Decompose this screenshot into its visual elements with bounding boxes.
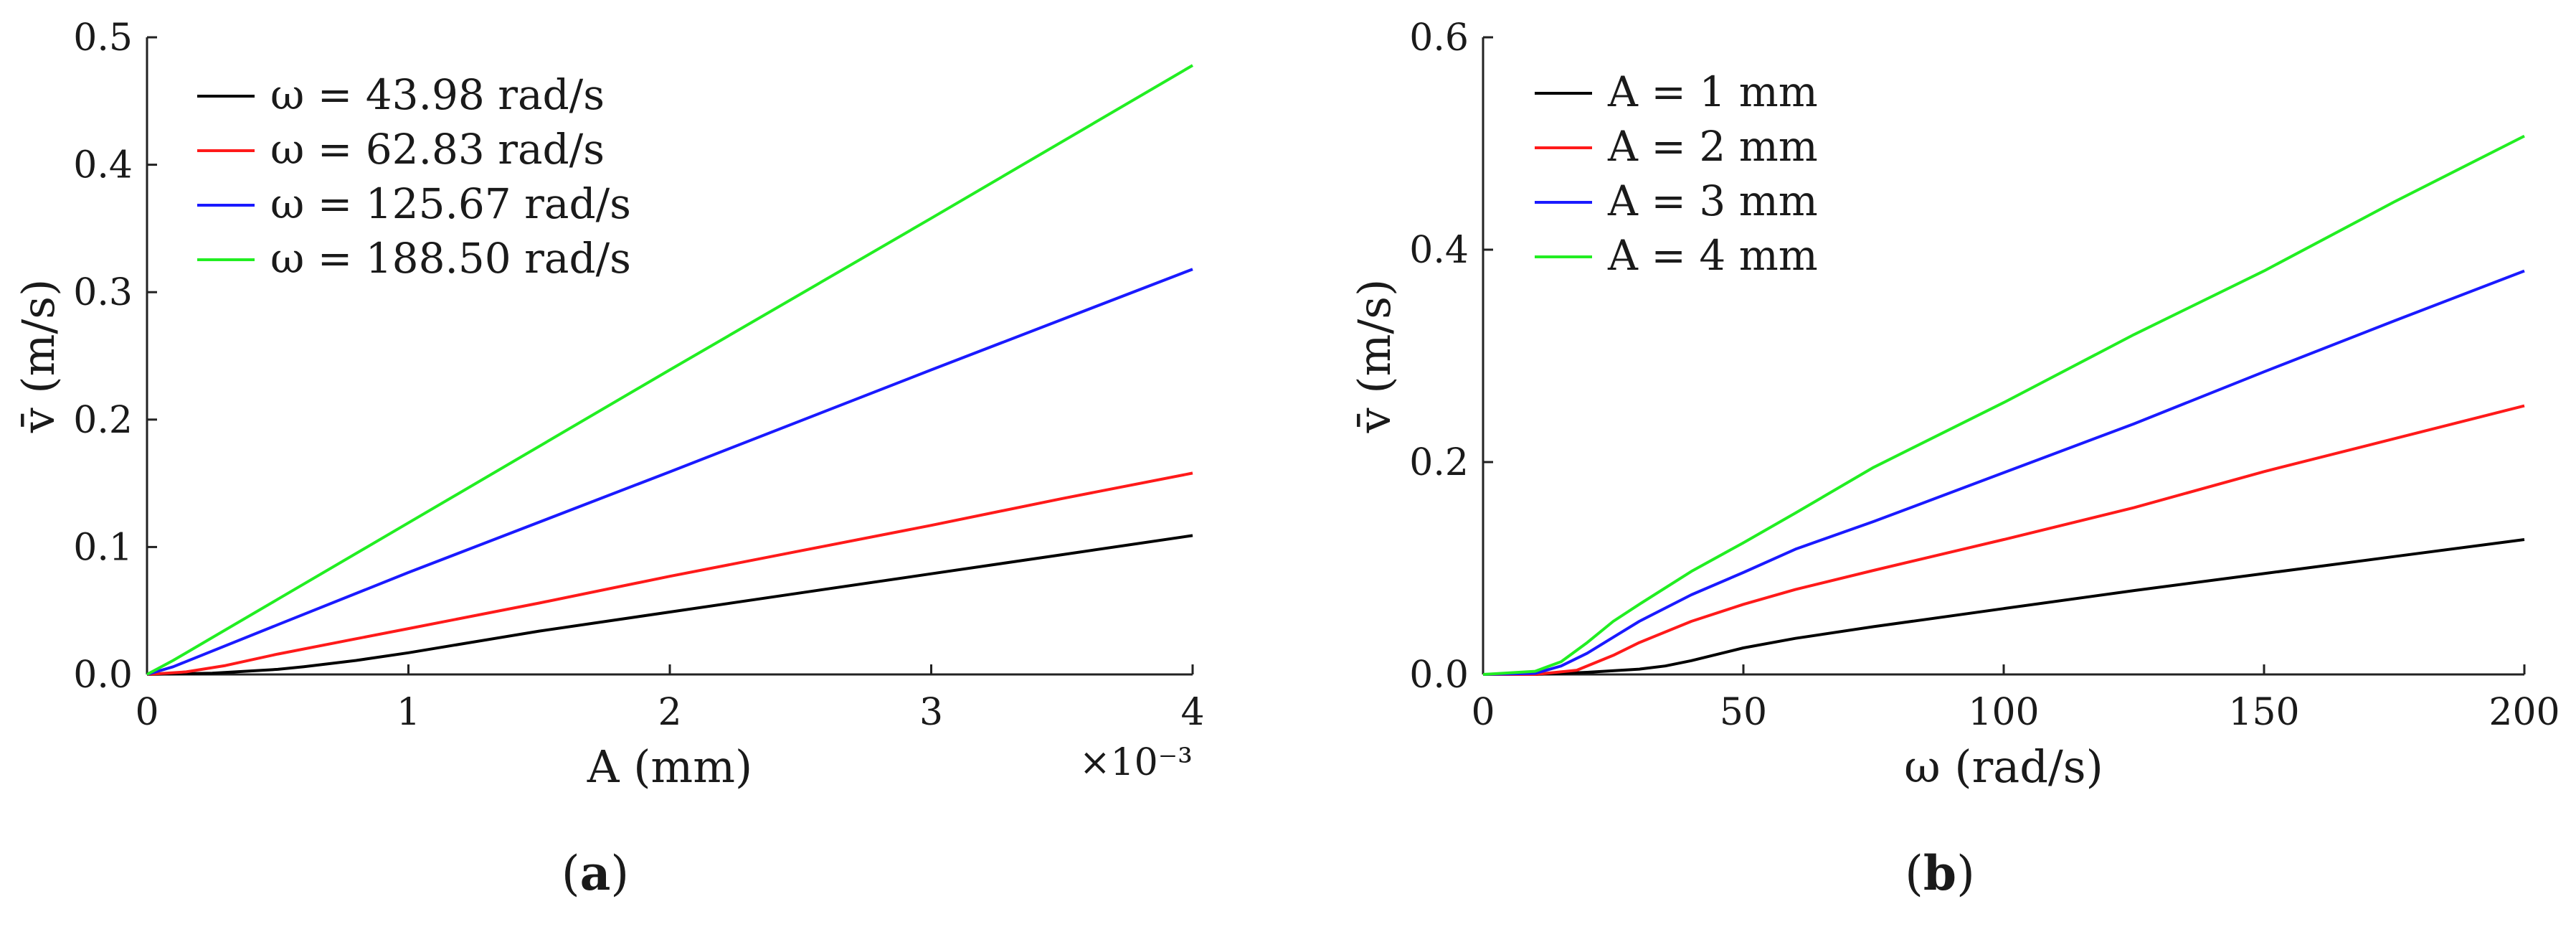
x-axis-label: ω (rad/s) <box>1904 740 2103 793</box>
legend-label: ω = 62.83 rad/s <box>270 125 605 174</box>
y-tick-label: 0.1 <box>73 526 133 569</box>
legend-label: A = 1 mm <box>1607 67 1818 116</box>
y-tick-label: 0.3 <box>73 271 133 314</box>
x-tick-label: 50 <box>1720 691 1767 734</box>
panel-a: 0 1 2 3 4 0.0 0.1 0.2 0.3 0.4 0.5 A (mm) v̄ (m/s) ×10… <box>12 17 1205 901</box>
y-tick-label: 0.2 <box>73 399 133 442</box>
legend-label: ω = 188.50 rad/s <box>270 234 631 283</box>
y-tick-label: 0.0 <box>1409 654 1469 697</box>
x-axis-label: A (mm) <box>587 740 752 793</box>
legend-label: ω = 125.67 rad/s <box>270 179 631 228</box>
y-tick-label: 0.5 <box>73 17 133 60</box>
x-tick-label: 100 <box>1968 691 2039 734</box>
y-tick-label: 0.4 <box>1409 229 1469 272</box>
x-tick-label: 0 <box>1471 691 1495 734</box>
y-tick-label: 0.4 <box>73 144 133 187</box>
x-tick-label: 3 <box>919 691 943 734</box>
series-line <box>1483 538 2525 676</box>
series-line <box>1482 269 2525 676</box>
series-line <box>1483 404 2525 676</box>
legend-label: A = 2 mm <box>1607 122 1818 171</box>
panel-caption: (a) <box>562 845 629 901</box>
legend-label: ω = 43.98 rad/s <box>270 70 605 119</box>
x-axis-multiplier: ×10⁻³ <box>1079 741 1193 784</box>
y-tick-label: 0.0 <box>73 654 133 697</box>
x-tick-label: 200 <box>2489 691 2560 734</box>
y-tick-label: 0.2 <box>1409 441 1469 484</box>
x-tick-label: 150 <box>2228 691 2299 734</box>
x-tick-label: 0 <box>135 691 158 734</box>
legend-label: A = 3 mm <box>1607 177 1818 225</box>
series-line <box>146 471 1193 676</box>
y-axis-label: v̄ (m/s) <box>12 279 65 434</box>
y-axis-label: v̄ (m/s) <box>1348 279 1401 434</box>
x-tick-label: 2 <box>658 691 681 734</box>
y-tick-label: 0.6 <box>1409 17 1469 60</box>
panel-caption: (b) <box>1905 845 1975 901</box>
series-line <box>146 534 1193 676</box>
panel-b: 0 50 100 150 200 0.0 0.2 0.4 0.6 ω (rad/s) v̄ (m/s… <box>1348 17 2560 901</box>
series-line <box>146 268 1193 676</box>
series-line <box>146 64 1194 676</box>
x-tick-label: 1 <box>397 691 420 734</box>
legend-label: A = 4 mm <box>1607 231 1818 280</box>
x-tick-label: 4 <box>1180 691 1204 734</box>
series-line <box>1482 134 2525 676</box>
